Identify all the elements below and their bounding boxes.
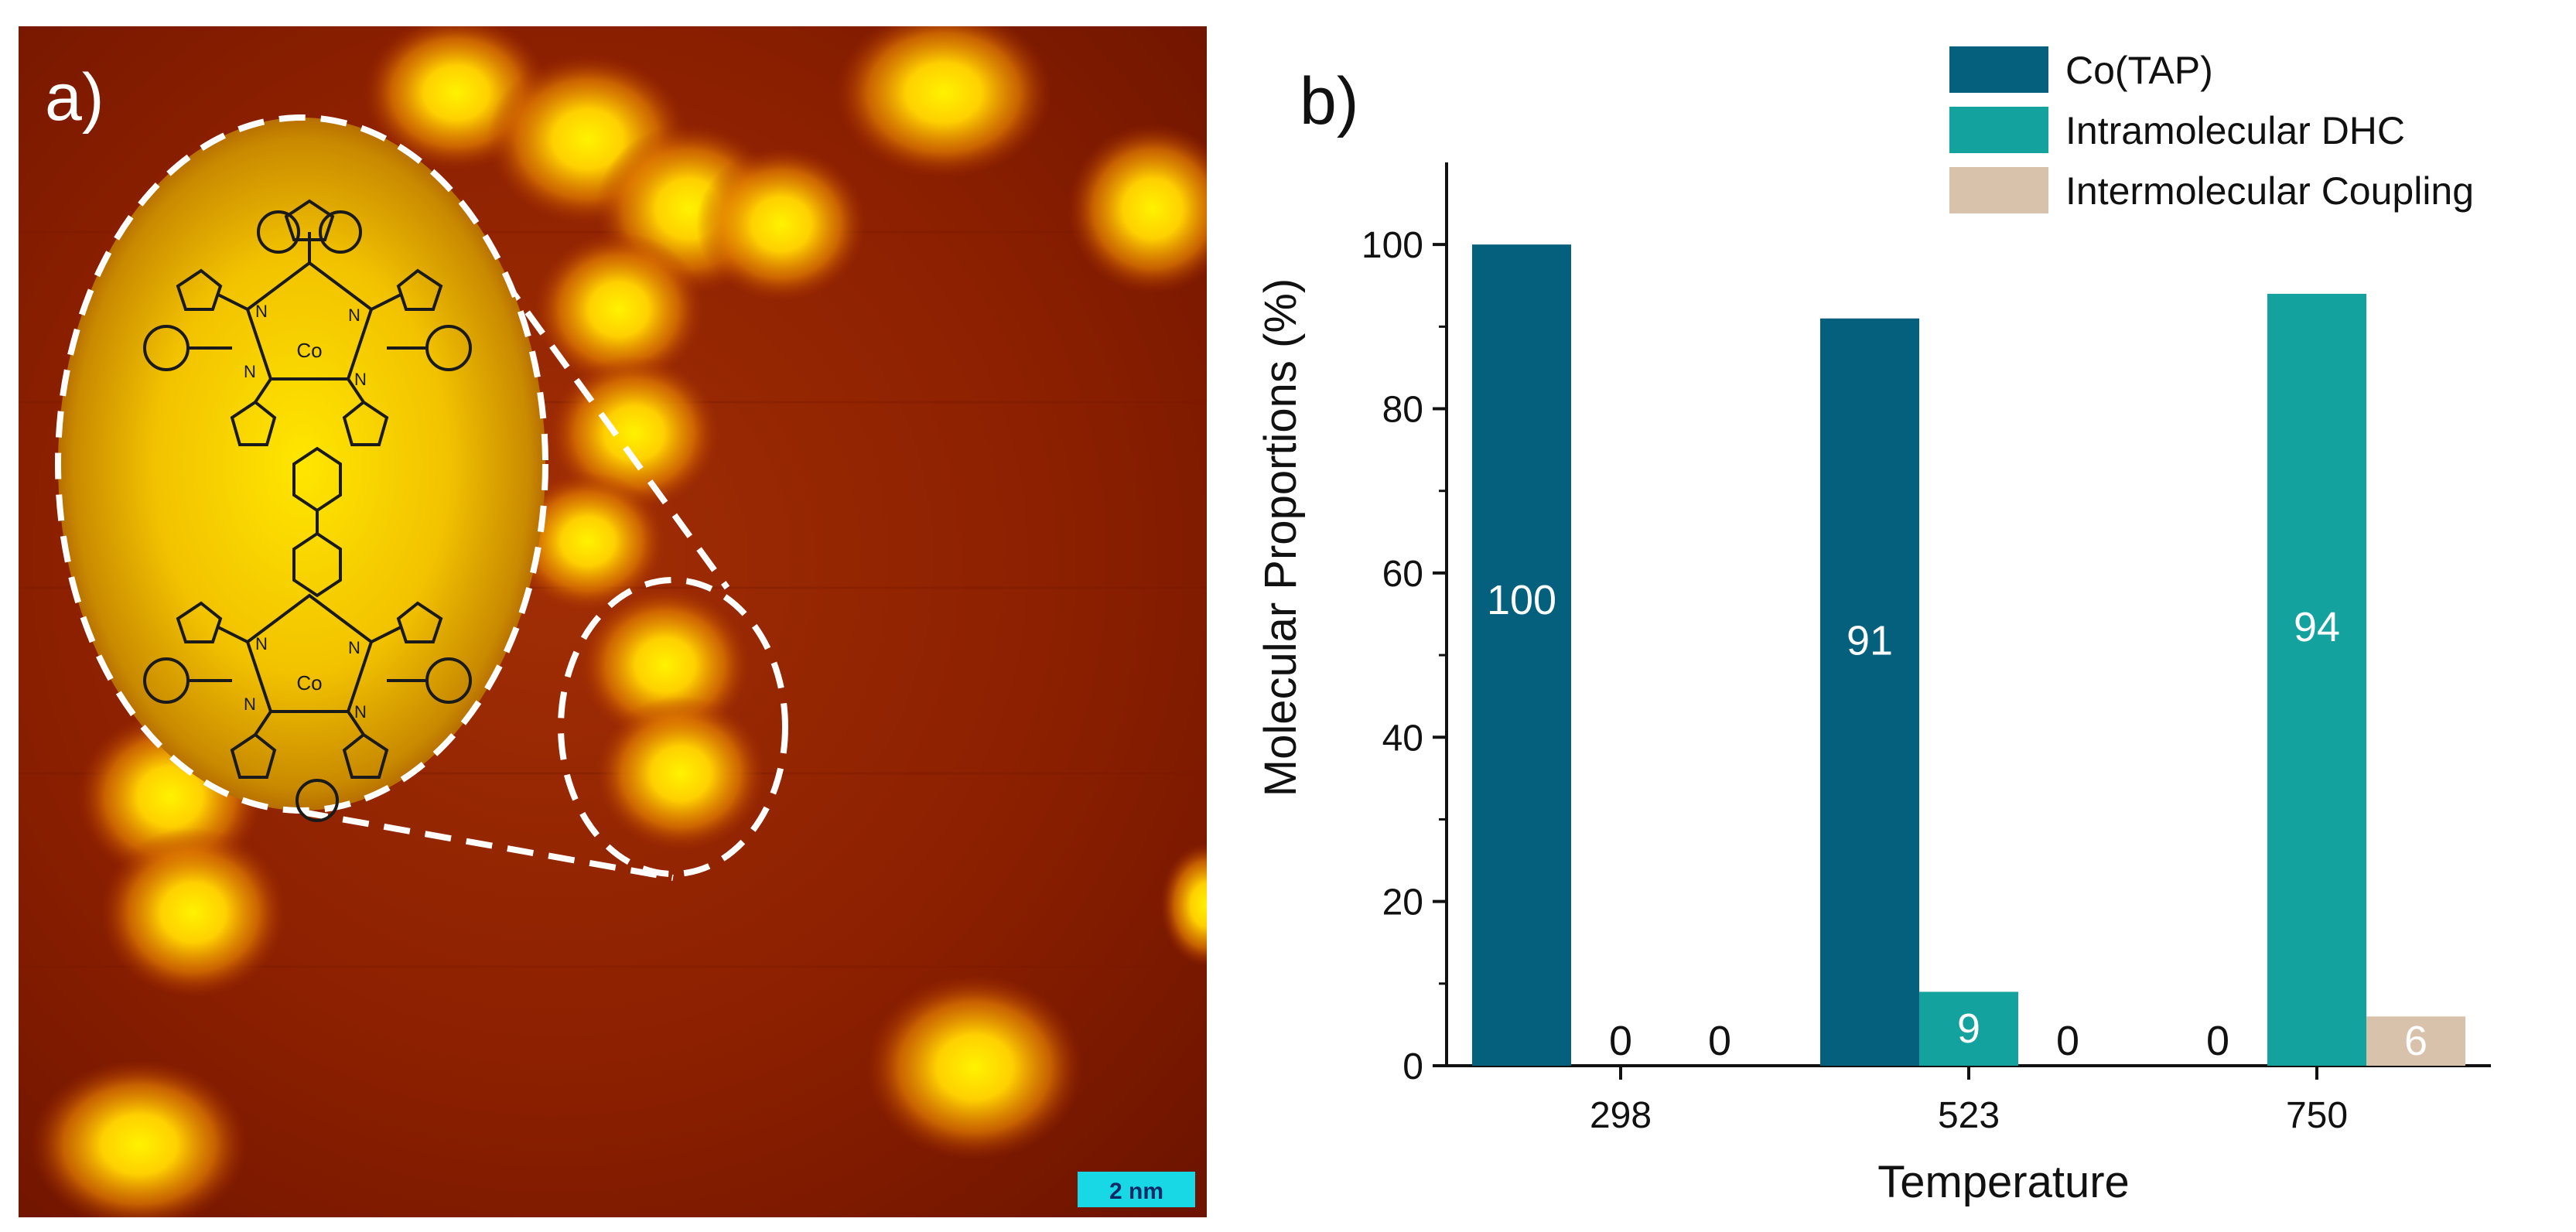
legend-label: Co(TAP) — [2065, 49, 2213, 92]
bars — [1472, 244, 2465, 1066]
nitrogen-label: N — [244, 694, 256, 714]
x-tick-label: 298 — [1590, 1095, 1652, 1136]
cobalt-label-upper: Co — [296, 339, 322, 362]
legend-swatch — [1949, 167, 2048, 213]
cobalt-label-lower: Co — [296, 671, 322, 694]
panel-a-label: a) — [45, 60, 104, 135]
bar-value-label: 9 — [1957, 1005, 1980, 1052]
nitrogen-label: N — [354, 370, 367, 389]
scale-bar — [1078, 1172, 1195, 1207]
x-tick-label: 750 — [2286, 1095, 2348, 1136]
nitrogen-label: N — [348, 305, 360, 325]
y-tick-label: 20 — [1382, 882, 1423, 923]
y-tick-label: 100 — [1361, 225, 1423, 266]
y-tick-label: 80 — [1382, 390, 1423, 431]
bar-value-label: 91 — [1847, 618, 1893, 664]
legend: Co(TAP) Intramolecular DHC Intermolecular … — [1949, 46, 2474, 213]
bar-value-label: 6 — [2404, 1018, 2427, 1064]
nitrogen-label: N — [255, 302, 268, 321]
bar-intramolecular-dhc-750 — [2267, 293, 2366, 1066]
panel-b-label: b) — [1300, 64, 1358, 138]
stm-panel: Co N N N N Co N N N N a) — [0, 0, 1208, 1228]
x-tick-label: 523 — [1938, 1095, 2000, 1136]
x-axis-title: Temperature — [1877, 1157, 2130, 1207]
bar-value-label: 94 — [2294, 604, 2340, 650]
y-tick-label: 60 — [1382, 554, 1423, 595]
lower-porphyrin: Co N N N N — [143, 593, 472, 822]
zoom-connector-lines — [301, 276, 730, 881]
bar-value-label: 0 — [1708, 1018, 1731, 1064]
target-ellipse — [558, 577, 788, 877]
legend-swatch — [1949, 46, 2048, 93]
biphenyl-linker — [292, 446, 342, 598]
bar-value-label: 0 — [2206, 1018, 2229, 1064]
upper-porphyrin: Co N N N N — [143, 199, 472, 446]
bar-value-labels: 100 0 0 91 9 0 0 94 6 — [1487, 577, 2427, 1064]
bar-value-label: 0 — [2056, 1018, 2079, 1064]
bar-chart: b) Temperature Molecular Proportions (%)… — [1256, 46, 2491, 1207]
bar-co-tap--298 — [1472, 244, 1571, 1066]
inset-ellipse — [55, 114, 548, 814]
scale-bar-label: 2 nm — [1109, 1179, 1163, 1204]
bar-co-tap--523 — [1820, 318, 1919, 1066]
legend-label: Intramolecular DHC — [2065, 109, 2405, 152]
nitrogen-label: N — [244, 362, 256, 381]
legend-swatch — [1949, 107, 2048, 153]
legend-label: Intermolecular Coupling — [2065, 169, 2474, 213]
chart-panel: b) Temperature Molecular Proportions (%)… — [1207, 0, 2576, 1228]
bar-value-label: 0 — [1609, 1018, 1632, 1064]
molecular-features — [31, 26, 1208, 1217]
molecule-structure: Co N N N N Co N N N N — [143, 199, 472, 822]
nitrogen-label: N — [255, 634, 268, 654]
stm-image: Co N N N N Co N N N N a) — [19, 26, 1208, 1217]
y-tick-label: 40 — [1382, 718, 1423, 759]
bar-intermolecular-coupling-750 — [2366, 1016, 2465, 1066]
bar-value-label: 100 — [1487, 577, 1556, 623]
nitrogen-label: N — [348, 638, 360, 657]
y-axis-title: Molecular Proportions (%) — [1256, 278, 1306, 797]
bar-intramolecular-dhc-523 — [1919, 991, 2018, 1066]
nitrogen-label: N — [354, 702, 367, 722]
y-tick-label: 0 — [1402, 1046, 1423, 1087]
